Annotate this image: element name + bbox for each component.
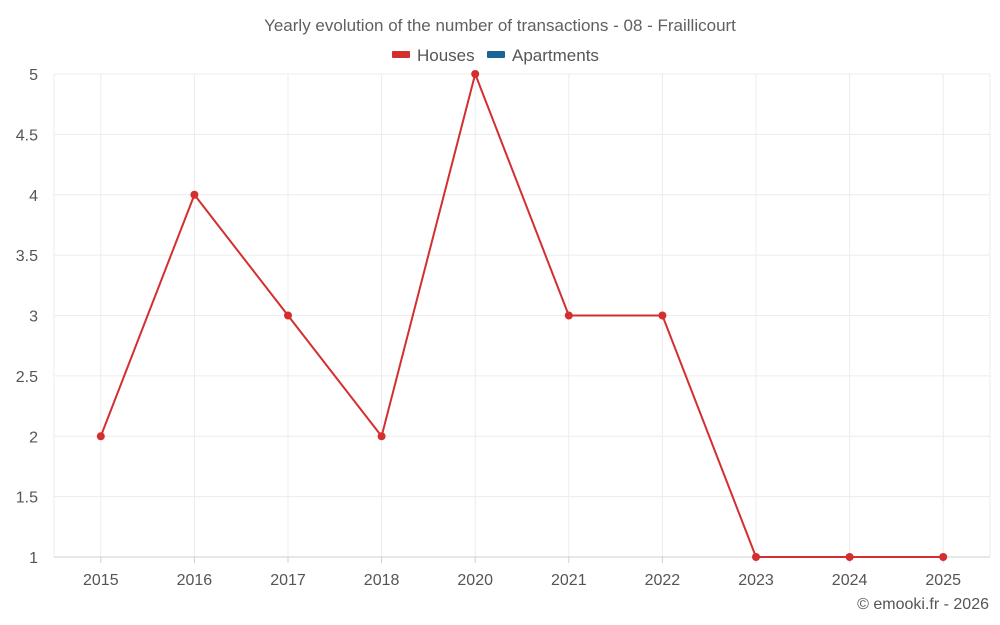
legend-item-apartments[interactable]: Apartments xyxy=(487,46,599,65)
data-point-houses[interactable] xyxy=(284,311,292,320)
x-tick-label: 2024 xyxy=(832,572,868,589)
y-tick-label: 4.5 xyxy=(16,127,38,144)
data-point-houses[interactable] xyxy=(845,553,854,561)
x-tick-label: 2015 xyxy=(83,572,119,589)
x-tick-label: 2016 xyxy=(177,572,213,589)
axes: 1 1.5 2 2.5 3 3.5 4 4.5 5 2015 2016 2017 2018 2020 202… xyxy=(16,67,961,589)
x-tick-label: 2018 xyxy=(364,572,400,589)
y-tick-label: 1 xyxy=(29,550,38,567)
x-tick-label: 2023 xyxy=(738,572,774,589)
chart-title: Yearly evolution of the number of transa… xyxy=(264,16,736,35)
grid xyxy=(53,73,991,558)
series-line-houses xyxy=(99,73,944,558)
x-tick-label: 2021 xyxy=(551,572,587,589)
y-tick-label: 2.5 xyxy=(16,369,38,386)
data-point-houses[interactable] xyxy=(190,190,199,199)
data-point-houses[interactable] xyxy=(564,311,573,320)
y-tick-label: 3 xyxy=(29,309,38,326)
data-point-houses[interactable] xyxy=(96,432,105,441)
legend-label-houses: Houses xyxy=(417,46,475,65)
y-tick-label: 4 xyxy=(29,188,38,205)
data-point-houses[interactable] xyxy=(939,553,948,561)
data-point-houses[interactable] xyxy=(752,553,760,561)
legend-label-apartments: Apartments xyxy=(512,46,599,65)
data-point-houses[interactable] xyxy=(658,311,667,320)
credit-text: © emooki.fr - 2026 xyxy=(857,596,989,613)
y-tick-label: 5 xyxy=(29,67,38,84)
legend-swatch-apartments xyxy=(487,51,505,58)
x-tick-label: 2017 xyxy=(270,572,306,589)
legend: Houses Apartments xyxy=(392,46,599,65)
data-point-houses[interactable] xyxy=(377,432,386,441)
x-tick-label: 2020 xyxy=(457,572,493,589)
series xyxy=(96,70,948,561)
x-tick-label: 2025 xyxy=(925,572,961,589)
y-tick-label: 2 xyxy=(29,429,38,446)
y-tick-label: 3.5 xyxy=(16,248,38,265)
legend-swatch-houses xyxy=(392,51,410,58)
data-point-houses[interactable] xyxy=(471,70,480,78)
x-tick-label: 2022 xyxy=(645,572,681,589)
y-tick-label: 1.5 xyxy=(16,490,38,507)
legend-item-houses[interactable]: Houses xyxy=(392,46,475,65)
